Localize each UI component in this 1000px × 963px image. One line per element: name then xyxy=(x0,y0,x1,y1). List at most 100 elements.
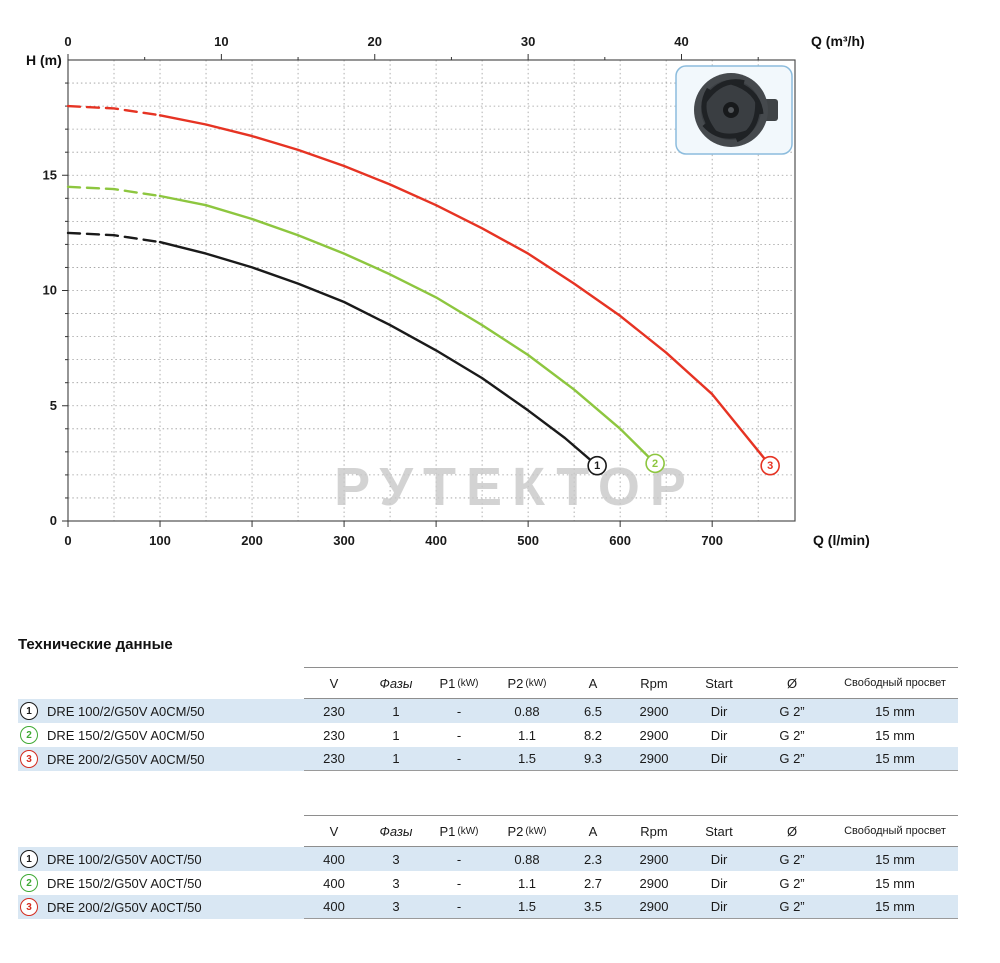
column-header-rpm: Rpm xyxy=(622,815,686,847)
cell-v: 400 xyxy=(304,895,364,919)
row-badge-2: 2 xyxy=(20,874,38,892)
cell-a: 2.3 xyxy=(583,851,603,867)
model-cell: 1 DRE 100/2/G50V A0CM/50 xyxy=(18,702,304,720)
y-axis-label: H (m) xyxy=(26,52,62,68)
cell-start: Dir xyxy=(710,875,728,891)
model-cell: 1 DRE 100/2/G50V A0CT/50 xyxy=(18,850,304,868)
cell-a: 3.5 xyxy=(564,895,622,919)
table-row: 1 DRE 100/2/G50V A0CM/50 230 1 - 0.88 6.5 2900 D… xyxy=(18,699,958,723)
table-row: 2 DRE 150/2/G50V A0CT/50 400 3 - 1.1 2.7 2900 Di… xyxy=(18,871,958,895)
cell-a: 2.7 xyxy=(583,875,603,891)
curve-marker-1: 1 xyxy=(587,455,607,476)
table-header-row: V Фазы P1 (kW) P2 (kW) A Rpm Start Ø Свободный про… xyxy=(18,815,958,847)
cell-d: G 2” xyxy=(752,747,832,771)
column-header-a: A xyxy=(564,667,622,699)
pump-curve-chart: 0 100 200 300 400 500 600 700 0 10 20 30 40 0 5 10 15 РУТ… xyxy=(26,33,870,548)
column-header-phases: Фазы xyxy=(364,815,428,847)
curve-1 xyxy=(158,240,599,467)
cell-phases: 3 xyxy=(392,851,400,867)
cell-p1: - xyxy=(456,851,462,867)
header-model-spacer xyxy=(18,815,304,847)
cell-p2: 0.88 xyxy=(514,703,540,719)
x-tick-label: 100 xyxy=(149,533,171,548)
technical-data-section: Технические данные V Фазы P1 (kW) P2 (kW) A Rpm… xyxy=(18,636,958,963)
y-tick-label: 5 xyxy=(50,398,57,413)
cell-v: 230 xyxy=(323,703,345,719)
watermark-text: РУТЕКТОР xyxy=(334,457,696,517)
column-header-p1: P1 (kW) xyxy=(428,667,490,699)
x2-tick-label: 20 xyxy=(368,34,382,49)
curve-marker-2: 2 xyxy=(645,453,665,474)
x-tick-label: 500 xyxy=(517,533,539,548)
cell-p1: - xyxy=(428,747,490,771)
column-header-clearance: Свободный просвет xyxy=(832,815,958,847)
curve-1-dashed xyxy=(66,231,162,244)
cell-p2: 1.1 xyxy=(517,875,537,891)
cell-phases: 1 xyxy=(364,747,428,771)
bottom-axis-label: Q (l/min) xyxy=(813,532,870,548)
cell-d: G 2” xyxy=(752,895,832,919)
model-name: DRE 100/2/G50V A0CM/50 xyxy=(47,703,205,719)
cell-p1: - xyxy=(456,703,462,719)
x-tick-label: 0 xyxy=(64,533,71,548)
row-badge-3: 3 xyxy=(20,750,38,768)
column-header-d: Ø xyxy=(752,815,832,847)
y-tick-label: 15 xyxy=(43,167,57,182)
model-cell: 2 DRE 150/2/G50V A0CM/50 xyxy=(18,726,304,744)
table-row: 2 DRE 150/2/G50V A0CM/50 230 1 - 1.1 8.2 2900 Di… xyxy=(18,723,958,747)
cell-d: G 2” xyxy=(779,851,805,867)
cell-p1: - xyxy=(428,895,490,919)
cell-phases: 3 xyxy=(364,895,428,919)
column-header-a: A xyxy=(564,815,622,847)
top-axis-label: Q (m³/h) xyxy=(811,33,865,49)
column-header-rpm: Rpm xyxy=(622,667,686,699)
x-tick-label: 400 xyxy=(425,533,447,548)
model-name: DRE 150/2/G50V A0CM/50 xyxy=(47,727,205,743)
column-header-start: Start xyxy=(686,667,752,699)
cell-d: G 2” xyxy=(779,703,805,719)
cell-start: Dir xyxy=(686,895,752,919)
y-tick-label: 10 xyxy=(43,283,57,298)
model-cell: 2 DRE 150/2/G50V A0CT/50 xyxy=(18,874,304,892)
spec-tables: V Фазы P1 (kW) P2 (kW) A Rpm Start Ø Свободный про… xyxy=(18,667,958,919)
cell-clearance: 15 mm xyxy=(832,895,958,919)
column-header-clearance: Свободный просвет xyxy=(832,667,958,699)
cell-start: Dir xyxy=(710,703,728,719)
row-badge-1: 1 xyxy=(20,702,38,720)
cell-clearance: 15 mm xyxy=(875,703,915,719)
cell-a: 8.2 xyxy=(583,727,603,743)
column-header-p2: P2 (kW) xyxy=(490,667,564,699)
cell-rpm: 2900 xyxy=(639,727,669,743)
cell-rpm: 2900 xyxy=(639,703,669,719)
cell-phases: 3 xyxy=(392,875,400,891)
column-header-phases: Фазы xyxy=(364,667,428,699)
curve-marker-3: 3 xyxy=(760,455,780,476)
curve-3 xyxy=(158,114,772,467)
column-header-d: Ø xyxy=(752,667,832,699)
cell-d: G 2” xyxy=(779,727,805,743)
column-header-p1: P1 (kW) xyxy=(428,815,490,847)
curve-2-dashed xyxy=(66,185,162,198)
cell-clearance: 15 mm xyxy=(875,851,915,867)
model-cell: 3 DRE 200/2/G50V A0CM/50 xyxy=(18,750,304,768)
cell-rpm: 2900 xyxy=(622,747,686,771)
x2-tick-label: 30 xyxy=(521,34,535,49)
cell-clearance: 15 mm xyxy=(832,747,958,771)
cell-phases: 1 xyxy=(392,703,400,719)
cell-start: Dir xyxy=(710,851,728,867)
column-header-v: V xyxy=(304,815,364,847)
header-model-spacer xyxy=(18,667,304,699)
cell-a: 9.3 xyxy=(564,747,622,771)
table-header-row: V Фазы P1 (kW) P2 (kW) A Rpm Start Ø Свободный про… xyxy=(18,667,958,699)
column-header-v: V xyxy=(304,667,364,699)
section-title: Технические данные xyxy=(18,636,173,653)
curve-2 xyxy=(158,194,657,465)
svg-text:2: 2 xyxy=(652,458,658,470)
svg-text:1: 1 xyxy=(594,460,600,472)
cell-a: 6.5 xyxy=(583,703,603,719)
spec-table-2: V Фазы P1 (kW) P2 (kW) A Rpm Start Ø Свободный про… xyxy=(18,815,958,919)
x2-tick-label: 10 xyxy=(214,34,228,49)
cell-v: 400 xyxy=(323,851,345,867)
cell-p1: - xyxy=(456,875,462,891)
